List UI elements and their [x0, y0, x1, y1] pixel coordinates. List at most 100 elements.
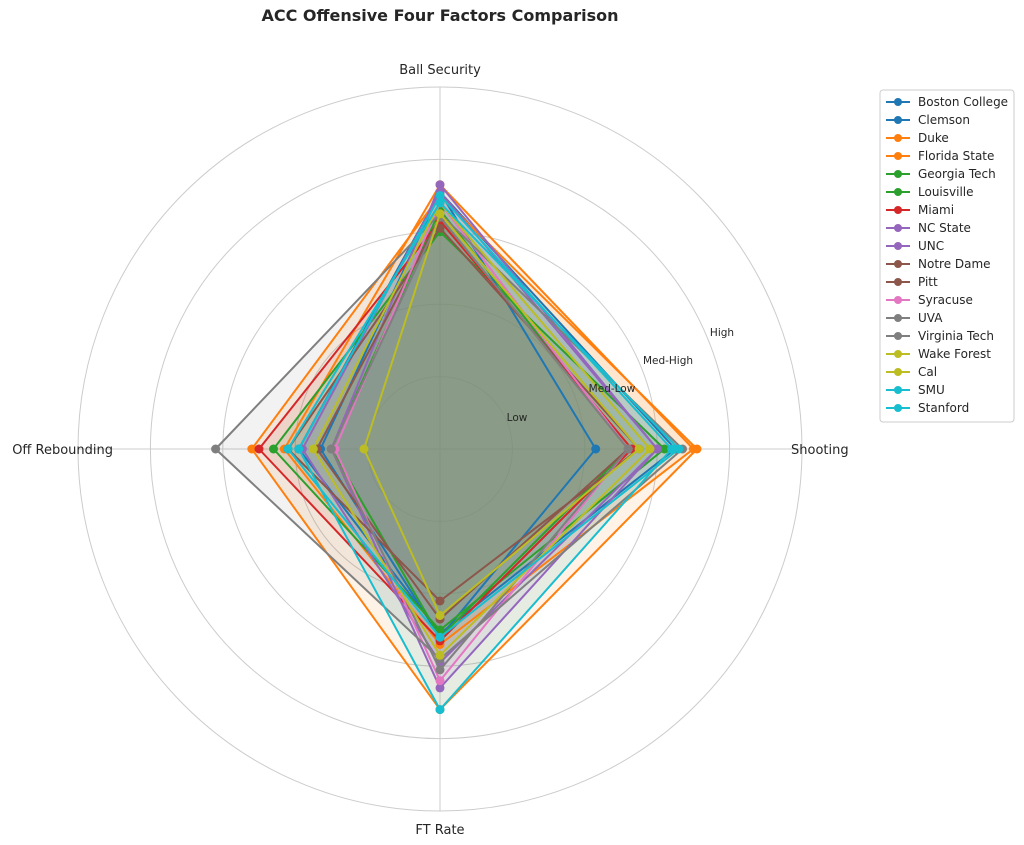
- data-point-florida-state: [247, 444, 257, 454]
- legend-swatch-marker: [894, 278, 902, 286]
- ring-label: Low: [507, 412, 528, 424]
- data-point-notre-dame: [435, 596, 445, 606]
- series-fill-unc: [331, 184, 658, 688]
- data-point-cal: [359, 444, 369, 454]
- legend-label: Syracuse: [918, 293, 973, 307]
- ring-label: High: [710, 327, 734, 339]
- data-point-boston-college: [591, 444, 601, 454]
- legend-label: Pitt: [918, 275, 938, 289]
- legend-label: Notre Dame: [918, 257, 991, 271]
- data-point-miami: [254, 444, 264, 454]
- data-point-stanford: [435, 191, 445, 201]
- legend-item-duke: Duke: [886, 131, 949, 145]
- series-fill-duke: [284, 184, 694, 645]
- series-fill-uva: [331, 217, 629, 670]
- legend-swatch-marker: [894, 314, 902, 322]
- data-point-wake-forest: [308, 444, 318, 454]
- legend-item-florida-state: Florida State: [886, 149, 994, 163]
- legend-swatch-marker: [894, 332, 902, 340]
- legend-item-cal: Cal: [886, 365, 937, 379]
- data-point-uva: [435, 665, 445, 675]
- axis-label-ft-rate: FT Rate: [415, 823, 464, 838]
- data-point-unc: [435, 180, 445, 190]
- data-point-georgia-tech: [659, 444, 669, 454]
- series-fill-louisville: [331, 210, 629, 638]
- legend-item-louisville: Louisville: [886, 185, 974, 199]
- series-lines: [211, 180, 702, 715]
- legend-item-notre-dame: Notre Dame: [886, 257, 991, 271]
- data-point-notre-dame: [435, 223, 445, 233]
- legend-item-unc: UNC: [886, 239, 944, 253]
- data-point-unc: [652, 444, 662, 454]
- legend-item-wake-forest: Wake Forest: [886, 347, 991, 361]
- ring-label: Med-Low: [589, 383, 636, 395]
- legend-item-georgia-tech: Georgia Tech: [886, 167, 996, 181]
- series-fill-notre-dame: [288, 228, 640, 601]
- series-fill-syracuse: [335, 202, 629, 681]
- legend-swatch-marker: [894, 386, 902, 394]
- data-point-cal: [435, 611, 445, 620]
- legend-swatch-marker: [894, 368, 902, 376]
- legend-item-pitt: Pitt: [886, 275, 938, 289]
- legend-frame: [879, 89, 1015, 423]
- legend-label: Louisville: [918, 185, 974, 199]
- chart-title: ACC Offensive Four Factors Comparison: [261, 6, 619, 25]
- legend-item-clemson: Clemson: [886, 113, 970, 127]
- axis-label-off-rebounding: Off Rebounding: [12, 443, 113, 458]
- legend-item-stanford: Stanford: [886, 401, 969, 415]
- legend-label: UNC: [918, 239, 944, 253]
- data-point-syracuse: [435, 676, 445, 686]
- legend-item-syracuse: Syracuse: [886, 293, 973, 307]
- legend-label: Miami: [918, 203, 954, 217]
- legend-swatch-marker: [894, 260, 902, 268]
- data-point-virginia-tech: [211, 444, 221, 454]
- axis-label-shooting: Shooting: [791, 443, 849, 458]
- data-point-florida-state: [692, 444, 702, 454]
- axis-labels: Shooting Ball Security Off Rebounding FT Ra…: [12, 63, 848, 838]
- legend-label: Cal: [918, 365, 937, 379]
- legend-swatch-marker: [894, 188, 902, 196]
- legend-swatch-marker: [894, 134, 902, 142]
- legend-item-boston-college: Boston College: [886, 95, 1008, 109]
- legend-label: NC State: [918, 221, 971, 235]
- series-fill-florida-state: [251, 195, 698, 710]
- legend-swatch-marker: [894, 350, 902, 358]
- legend-label: Stanford: [918, 401, 969, 415]
- legend-swatch-marker: [894, 116, 902, 124]
- legend-swatch-marker: [894, 404, 902, 412]
- legend-swatch-marker: [894, 170, 902, 178]
- data-point-georgia-tech: [269, 444, 278, 454]
- legend-label: Georgia Tech: [918, 167, 996, 181]
- legend-item-virginia-tech: Virginia Tech: [886, 329, 994, 343]
- legend-label: Wake Forest: [918, 347, 991, 361]
- legend-label: Duke: [918, 131, 949, 145]
- data-point-smu: [435, 632, 445, 642]
- legend-swatch-marker: [894, 242, 902, 250]
- axis-label-ball-security: Ball Security: [399, 63, 481, 78]
- legend-swatch-marker: [894, 98, 902, 106]
- data-point-smu: [283, 444, 293, 454]
- data-point-stanford: [294, 444, 304, 454]
- legend-item-uva: UVA: [886, 311, 943, 325]
- data-point-stanford: [435, 705, 445, 715]
- data-point-uva: [623, 444, 633, 454]
- legend-item-miami: Miami: [886, 203, 954, 217]
- ring-label: Med-High: [643, 355, 693, 367]
- legend-swatch-marker: [894, 152, 902, 160]
- series-fill-cal: [364, 213, 640, 616]
- legend-label: Boston College: [918, 95, 1008, 109]
- legend-label: Florida State: [918, 149, 994, 163]
- data-point-cal: [435, 209, 445, 219]
- series-fill-clemson: [298, 192, 676, 634]
- data-point-smu: [674, 444, 684, 454]
- legend-swatch-marker: [894, 206, 902, 214]
- legend-label: Virginia Tech: [918, 329, 994, 343]
- legend-swatch-marker: [894, 224, 902, 232]
- legend-item-nc-state: NC State: [886, 221, 971, 235]
- data-point-stanford: [667, 444, 677, 454]
- legend: Boston College Clemson Duke Florida State Ge…: [879, 89, 1015, 423]
- series-fill-smu: [288, 202, 679, 638]
- legend-label: UVA: [918, 311, 943, 325]
- series-fill-wake-forest: [313, 202, 650, 656]
